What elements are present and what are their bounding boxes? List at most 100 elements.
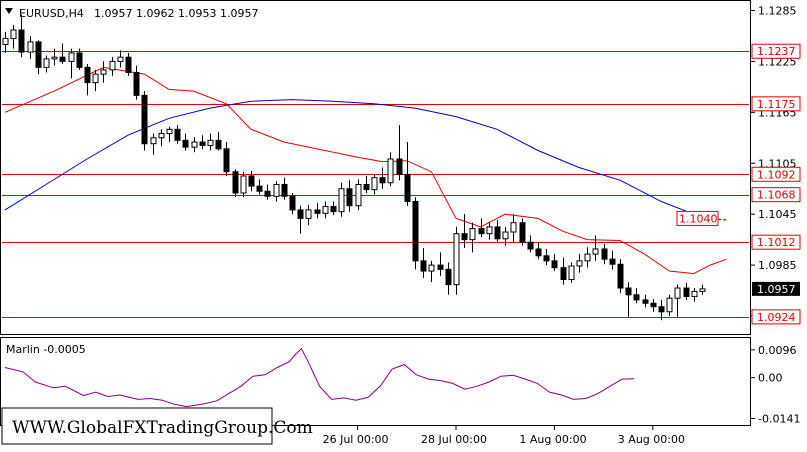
candle — [478, 218, 485, 238]
candle-body — [174, 128, 181, 141]
candle — [240, 171, 247, 198]
candle — [404, 142, 411, 206]
candle-body — [379, 177, 386, 184]
candle-body — [330, 206, 337, 213]
candle-body — [617, 263, 624, 289]
candle — [84, 63, 91, 96]
indicator-tick-label: 0.00 — [758, 372, 783, 385]
current-price-label: 1.0957 — [757, 283, 796, 296]
candle — [174, 125, 181, 144]
candle-body — [10, 29, 17, 39]
ma-slow-value-box — [676, 210, 719, 226]
candle — [674, 284, 681, 317]
candle — [59, 43, 66, 64]
level-tag-label: 1.0924 — [757, 311, 796, 324]
triangle-down-icon[interactable] — [5, 8, 13, 14]
candle-body — [68, 52, 75, 62]
indicator-tick-label: -0.0141 — [758, 412, 800, 425]
candle — [43, 55, 50, 73]
candle — [699, 284, 706, 295]
candle — [551, 254, 558, 272]
candle — [305, 204, 312, 226]
candle-body — [100, 69, 107, 75]
candle — [609, 250, 616, 270]
candle — [35, 40, 42, 75]
candle — [207, 133, 214, 151]
candle-body — [117, 56, 124, 62]
candle — [658, 299, 665, 321]
candle — [371, 174, 378, 195]
candle-body — [182, 139, 189, 148]
candle — [379, 167, 386, 189]
candle — [273, 181, 280, 202]
candle-body — [18, 29, 25, 53]
candle — [289, 192, 296, 215]
candle-body — [691, 290, 698, 298]
candle-body — [699, 288, 706, 292]
candle — [117, 50, 124, 68]
candle-body — [502, 231, 509, 240]
candle-body — [240, 175, 247, 194]
candle — [76, 48, 83, 70]
level-tag-box — [751, 96, 801, 112]
watermark-text: WWW.GlobalFXTradingGroup.Com — [12, 418, 313, 438]
candle — [215, 131, 222, 151]
candle-body — [273, 183, 280, 197]
indicator-label: Marlin -0.0005 — [6, 343, 86, 356]
current-price-box — [752, 281, 800, 296]
candle — [109, 57, 116, 76]
ma-fast-line — [4, 66, 727, 275]
candle-body — [625, 287, 632, 296]
candle — [568, 262, 575, 283]
candle-body — [281, 183, 288, 197]
candle — [191, 136, 198, 153]
candle-body — [494, 226, 501, 240]
level-tag: 1.1092 — [751, 166, 801, 182]
candle-body — [387, 158, 394, 184]
candle-body — [437, 264, 444, 270]
candle-body — [215, 139, 222, 150]
candle — [355, 179, 362, 210]
candle — [68, 48, 75, 79]
candle-body — [404, 173, 411, 202]
candle — [469, 222, 476, 253]
candle-body — [412, 200, 419, 262]
candle — [617, 259, 624, 294]
candle — [100, 61, 107, 83]
candle — [199, 135, 206, 149]
candle — [592, 235, 599, 261]
candle-body — [109, 60, 116, 71]
price-tick-label: 1.1045 — [758, 208, 797, 221]
candle-body — [371, 177, 378, 191]
candle — [141, 91, 148, 151]
candle — [461, 214, 468, 249]
candle — [494, 220, 501, 243]
candle-body — [59, 56, 66, 62]
candle — [666, 294, 673, 317]
candle — [633, 288, 640, 304]
candle — [322, 201, 329, 219]
level-tag: 1.1237 — [751, 43, 801, 59]
candle-body — [642, 299, 649, 304]
fast-moving-average — [4, 66, 727, 275]
candle-body — [355, 183, 362, 207]
indicator-tick-label: 0.0096 — [758, 344, 797, 357]
candle-body — [592, 248, 599, 255]
candle-body — [84, 66, 91, 84]
ma-slow-value-label: 1.1040 — [679, 212, 718, 225]
candle — [18, 14, 25, 58]
candle-body — [576, 260, 583, 267]
candle-body — [683, 287, 690, 298]
candle — [453, 226, 460, 295]
candle — [314, 203, 321, 219]
candle — [133, 65, 140, 100]
candle-body — [551, 260, 558, 269]
candle-body — [133, 71, 140, 96]
candle — [27, 35, 34, 59]
candle — [256, 179, 263, 195]
main-plot-frame — [0, 0, 751, 335]
candle — [560, 257, 567, 285]
candle — [584, 247, 591, 268]
candle-body — [76, 52, 83, 68]
candle — [396, 125, 403, 181]
